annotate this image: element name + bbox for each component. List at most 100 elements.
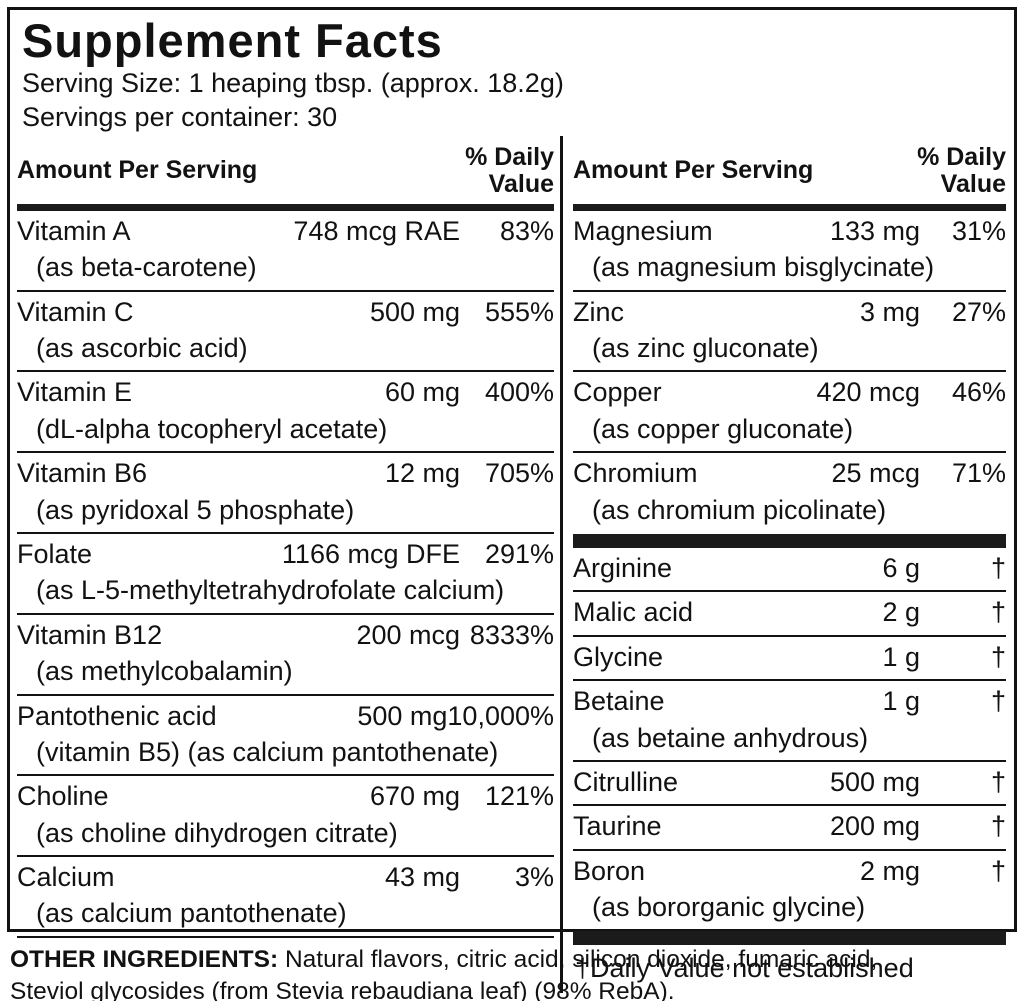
nutrient-row: Taurine 200 mg † — [573, 804, 1006, 848]
nutrient-daily-value: † — [990, 552, 1006, 583]
daily-value-footnote: †Daily Value not established — [575, 953, 914, 984]
nutrient-source-line: (as calcium pantothenate) — [36, 898, 347, 929]
nutrient-row: Folate 1166 mcg DFE 291% (as L-5-methyltetr… — [17, 531, 554, 613]
nutrient-daily-value: † — [990, 686, 1006, 717]
nutrient-row: Arginine 6 g † — [573, 548, 1006, 590]
nutrient-daily-value: † — [990, 811, 1006, 842]
nutrient-source-line: (vitamin B5) (as calcium pantothenate) — [36, 736, 499, 767]
nutrient-source-line: (as zinc gluconate) — [592, 332, 819, 363]
nutrient-row: Malic acid 2 g † — [573, 590, 1006, 634]
nutrient-amount: 500 mg — [357, 700, 448, 731]
nutrient-name: Taurine — [573, 811, 662, 842]
nutrient-daily-value: 83% — [499, 215, 554, 246]
nutrient-amount: 6 g — [882, 552, 920, 583]
daily-value-heading: % Daily Value — [917, 142, 1006, 198]
nutrient-main-line: Vitamin A 748 mcg RAE 83% — [17, 215, 554, 247]
nutrient-main-line: Copper 420 mcg 46% — [573, 376, 1006, 408]
nutrient-daily-value: 31% — [951, 215, 1006, 246]
nutrient-name: Choline — [17, 781, 109, 812]
nutrient-main-line: Boron 2 mg † — [573, 855, 1006, 887]
nutrient-main-line: Calcium 43 mg 3% — [17, 861, 554, 893]
amount-per-serving-heading: Amount Per Serving — [573, 156, 814, 185]
nutrient-main-line: Taurine 200 mg † — [573, 810, 1006, 842]
nutrient-main-line: Choline 670 mg 121% — [17, 780, 554, 812]
nutrient-name: Vitamin E — [17, 377, 133, 408]
column-left-header-bar — [17, 203, 554, 211]
supplement-facts-panel: Supplement Facts Serving Size: 1 heaping… — [7, 7, 1017, 993]
nutrient-source-line: (as beta-carotene) — [36, 252, 257, 283]
nutrient-daily-value: † — [990, 766, 1006, 797]
nutrient-daily-value: † — [990, 641, 1006, 672]
nutrient-amount: 12 mg — [384, 458, 460, 489]
nutrient-row: Zinc 3 mg 27% (as zinc gluconate) — [573, 289, 1006, 371]
servings-per-container-line: Servings per container: 30 — [22, 101, 338, 132]
nutrient-section: Vitamin A 748 mcg RAE 83% (as beta-carotene… — [17, 211, 554, 938]
nutrient-name: Arginine — [573, 552, 673, 583]
nutrient-main-line: Vitamin B6 12 mg 705% — [17, 457, 554, 489]
column-left: Amount Per Serving % Daily Value Vitamin… — [10, 136, 560, 993]
nutrient-daily-value: 705% — [484, 458, 554, 489]
nutrient-name: Vitamin B12 — [17, 619, 163, 650]
nutrient-main-line: Pantothenic acid 500 mg 10,000% — [17, 700, 554, 732]
nutrient-name: Malic acid — [573, 597, 694, 628]
column-right-rows: Magnesium 133 mg 31% (as magnesium bisglyci… — [573, 211, 1006, 930]
nutrient-source-line: (as pyridoxal 5 phosphate) — [36, 494, 355, 525]
nutrient-name: Pantothenic acid — [17, 700, 217, 731]
nutrient-name: Vitamin A — [17, 215, 131, 246]
nutrient-main-line: Betaine 1 g † — [573, 685, 1006, 717]
nutrient-name: Calcium — [17, 862, 115, 893]
nutrient-amount: 25 mcg — [831, 458, 920, 489]
nutrient-row: Citrulline 500 mg † — [573, 759, 1006, 804]
nutrient-daily-value: 291% — [484, 538, 554, 569]
nutrient-daily-value: † — [990, 855, 1006, 886]
nutrient-daily-value: 121% — [484, 781, 554, 812]
nutrient-amount: 670 mg — [369, 781, 460, 812]
panel-title: Supplement Facts — [22, 14, 443, 67]
serving-size-line: Serving Size: 1 heaping tbsp. (approx. 1… — [22, 68, 564, 99]
columns-container: Amount Per Serving % Daily Value Vitamin… — [10, 135, 1014, 993]
nutrient-main-line: Magnesium 133 mg 31% — [573, 215, 1006, 247]
nutrient-amount: 133 mg — [829, 215, 920, 246]
nutrient-amount: 748 mcg RAE — [293, 215, 460, 246]
nutrient-amount: 1 g — [882, 641, 920, 672]
nutrient-main-line: Arginine 6 g † — [573, 552, 1006, 584]
nutrient-row: Glycine 1 g † — [573, 634, 1006, 679]
nutrient-row: Boron 2 mg † (as bororganic glycine) — [573, 848, 1006, 930]
nutrient-amount: 500 mg — [829, 766, 920, 797]
nutrient-row: Vitamin C 500 mg 555% (as ascorbic acid) — [17, 289, 554, 371]
nutrient-row: Copper 420 mcg 46% (as copper gluconate) — [573, 370, 1006, 451]
nutrient-source-line: (as bororganic glycine) — [592, 892, 866, 923]
amount-per-serving-heading: Amount Per Serving — [17, 156, 258, 185]
nutrient-daily-value: 10,000% — [447, 700, 554, 731]
nutrient-daily-value: 46% — [951, 377, 1006, 408]
column-right: Amount Per Serving % Daily Value Magnesi… — [563, 136, 1014, 993]
nutrient-name: Zinc — [573, 296, 625, 327]
nutrient-row: Vitamin B6 12 mg 705% (as pyridoxal 5 phosp… — [17, 451, 554, 532]
footnote-block: †Daily Value not established — [573, 929, 1006, 992]
nutrient-amount: 43 mg — [384, 862, 460, 893]
nutrient-daily-value: † — [990, 597, 1006, 628]
footnote-thick-bar — [573, 931, 1006, 946]
nutrient-source-line: (as ascorbic acid) — [36, 332, 248, 363]
nutrient-row: Calcium 43 mg 3% (as calcium pantothenate) — [17, 855, 554, 936]
nutrient-amount: 200 mcg — [356, 619, 460, 650]
nutrient-source-line: (as L-5-methyltetrahydrofolate calcium) — [36, 575, 505, 606]
nutrient-amount: 3 mg — [859, 296, 920, 327]
nutrient-amount: 200 mg — [829, 811, 920, 842]
nutrient-row: Betaine 1 g † (as betaine anhydrous) — [573, 679, 1006, 760]
column-left-rows: Vitamin A 748 mcg RAE 83% (as beta-carotene… — [17, 211, 554, 938]
nutrient-main-line: Vitamin C 500 mg 555% — [17, 296, 554, 328]
nutrient-daily-value: 400% — [484, 377, 554, 408]
nutrient-row: Choline 670 mg 121% (as choline dihydrogen … — [17, 774, 554, 855]
nutrient-source-line: (as methylcobalamin) — [36, 656, 293, 687]
nutrient-main-line: Folate 1166 mcg DFE 291% — [17, 538, 554, 570]
nutrient-section: Magnesium 133 mg 31% (as magnesium bisglyci… — [573, 211, 1006, 532]
column-right-header: Amount Per Serving % Daily Value — [573, 136, 1006, 204]
nutrient-name: Chromium — [573, 458, 698, 489]
nutrient-row: Vitamin A 748 mcg RAE 83% (as beta-carotene… — [17, 211, 554, 290]
nutrient-name: Boron — [573, 855, 646, 886]
nutrient-source-line: (as copper gluconate) — [592, 413, 854, 444]
nutrient-main-line: Glycine 1 g † — [573, 641, 1006, 673]
nutrient-row: Vitamin B12 200 mcg 8333% (as methylcobalam… — [17, 612, 554, 694]
nutrient-main-line: Zinc 3 mg 27% — [573, 296, 1006, 328]
